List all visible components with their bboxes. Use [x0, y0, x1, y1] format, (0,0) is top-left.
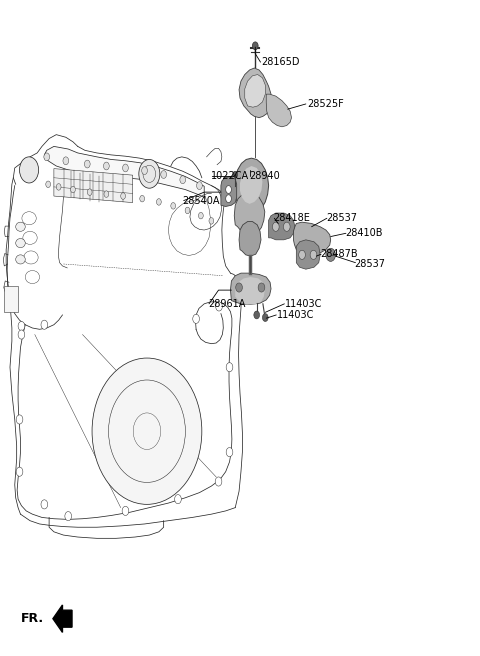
Circle shape [326, 249, 336, 261]
Circle shape [18, 321, 25, 331]
Circle shape [65, 512, 72, 521]
Circle shape [87, 189, 92, 195]
Polygon shape [44, 146, 204, 197]
Circle shape [252, 42, 258, 50]
Circle shape [161, 171, 167, 178]
Circle shape [215, 477, 222, 486]
Polygon shape [296, 240, 320, 269]
Circle shape [209, 218, 214, 224]
Circle shape [175, 495, 181, 504]
Polygon shape [239, 68, 271, 117]
Polygon shape [266, 94, 291, 127]
Circle shape [120, 193, 125, 199]
Circle shape [139, 159, 160, 188]
Bar [4, 285, 18, 312]
Text: FR.: FR. [21, 612, 44, 625]
Circle shape [299, 251, 305, 259]
Circle shape [16, 467, 23, 476]
Circle shape [18, 330, 25, 339]
Text: 1022CA: 1022CA [211, 171, 250, 182]
Circle shape [197, 182, 202, 190]
Circle shape [226, 447, 233, 457]
Polygon shape [240, 166, 263, 204]
Circle shape [171, 203, 176, 209]
Circle shape [16, 415, 23, 424]
Circle shape [254, 311, 260, 319]
Text: 28537: 28537 [326, 213, 357, 223]
Text: 28940: 28940 [250, 171, 280, 182]
Circle shape [310, 251, 317, 259]
Circle shape [226, 363, 233, 372]
Circle shape [104, 162, 109, 170]
Ellipse shape [16, 239, 25, 248]
Circle shape [44, 153, 49, 161]
Circle shape [263, 314, 268, 321]
Circle shape [41, 500, 48, 509]
Circle shape [71, 186, 75, 193]
Circle shape [140, 195, 144, 202]
Circle shape [216, 302, 222, 311]
Circle shape [273, 222, 279, 232]
Circle shape [63, 157, 69, 165]
Polygon shape [239, 222, 261, 256]
Text: 28487B: 28487B [320, 249, 358, 259]
Text: 11403C: 11403C [285, 299, 323, 309]
Polygon shape [245, 75, 265, 107]
Polygon shape [230, 273, 271, 304]
Circle shape [104, 191, 109, 197]
Text: 28525F: 28525F [307, 99, 344, 109]
Circle shape [122, 164, 128, 172]
Polygon shape [221, 176, 237, 207]
Ellipse shape [16, 255, 25, 264]
Circle shape [142, 167, 147, 174]
Polygon shape [53, 605, 72, 632]
Circle shape [84, 160, 90, 168]
Circle shape [283, 222, 290, 232]
Text: 28961A: 28961A [208, 299, 245, 309]
Polygon shape [234, 158, 269, 214]
Circle shape [46, 181, 50, 188]
Circle shape [233, 171, 238, 178]
Polygon shape [234, 192, 265, 236]
Circle shape [236, 283, 242, 292]
Circle shape [193, 314, 199, 323]
Polygon shape [293, 222, 331, 254]
Polygon shape [54, 169, 132, 203]
Ellipse shape [92, 358, 202, 504]
Circle shape [41, 320, 48, 329]
Text: 28165D: 28165D [262, 57, 300, 67]
Circle shape [56, 184, 61, 190]
Circle shape [199, 213, 203, 219]
Text: 11403C: 11403C [277, 310, 314, 320]
Text: 28540A: 28540A [183, 195, 220, 205]
Circle shape [185, 207, 190, 214]
Ellipse shape [16, 222, 25, 232]
Circle shape [180, 176, 186, 184]
Circle shape [122, 506, 129, 516]
Text: 28410B: 28410B [345, 228, 383, 238]
Polygon shape [235, 277, 265, 304]
Polygon shape [269, 213, 295, 240]
Circle shape [226, 186, 231, 194]
Circle shape [226, 195, 231, 203]
Text: 28537: 28537 [355, 259, 385, 269]
Circle shape [20, 157, 38, 183]
Text: 28418E: 28418E [274, 213, 310, 223]
Circle shape [156, 199, 161, 205]
Circle shape [258, 283, 265, 292]
